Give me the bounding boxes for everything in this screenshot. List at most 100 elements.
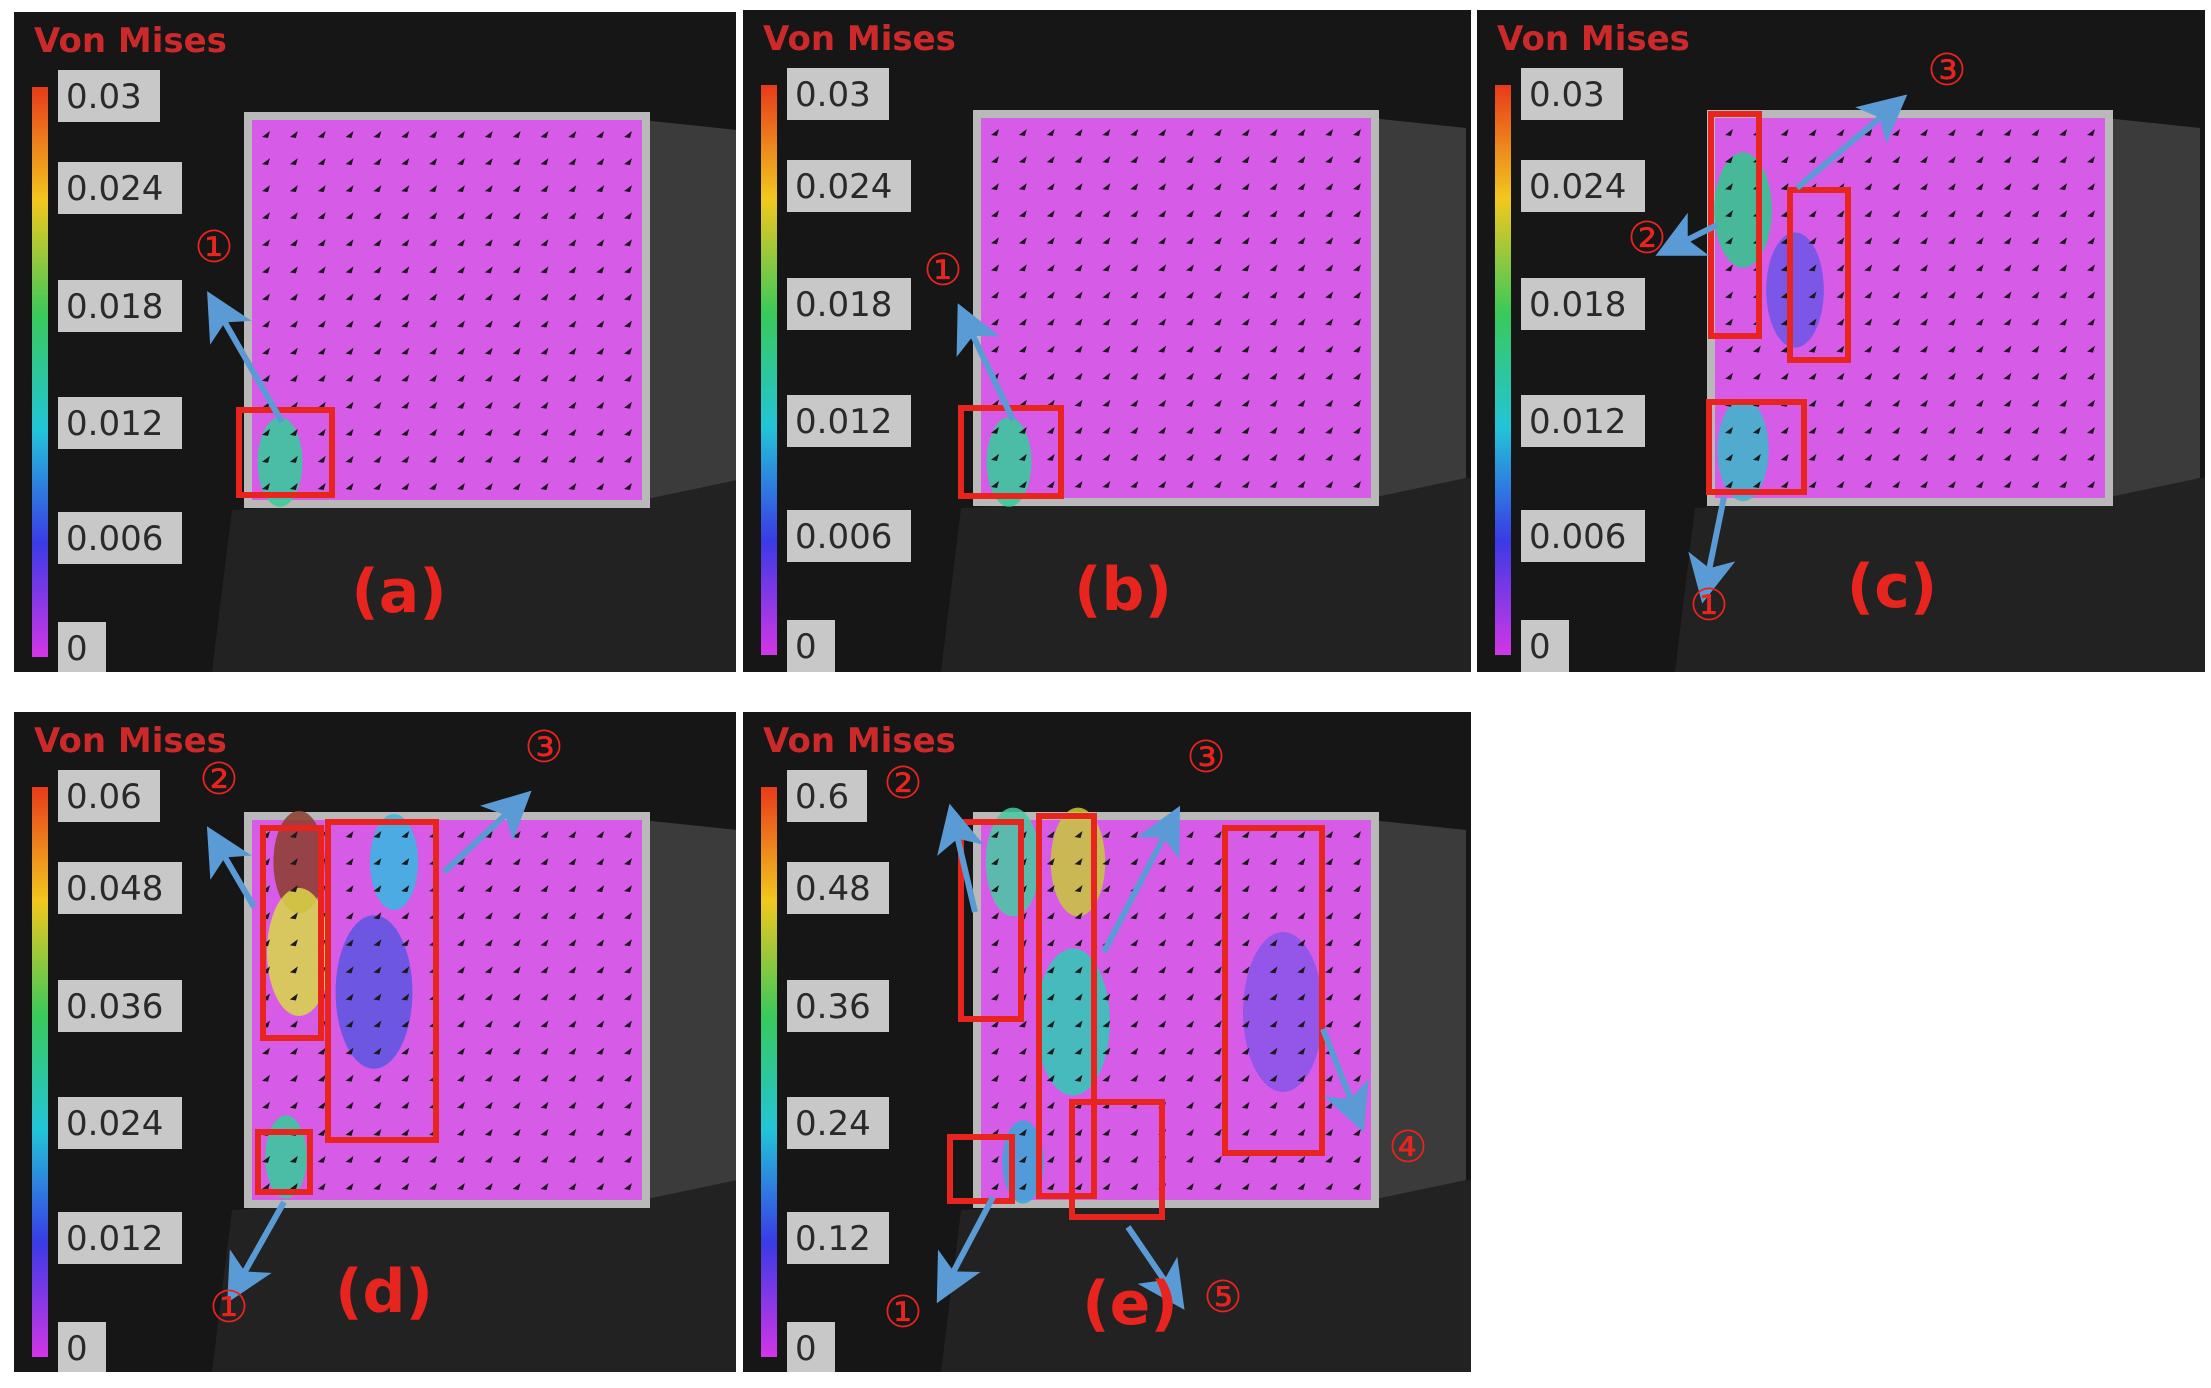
tracking-point [1325,1155,1334,1163]
colorbar-tick-box [58,980,182,1032]
tracking-point [1269,156,1278,164]
tracking-point [1046,264,1055,272]
tracking-point [1353,966,1361,974]
tracking-point [624,1155,632,1163]
tracking-point [289,266,298,274]
tracking-point [1158,372,1167,380]
tracking-point [401,885,410,893]
tracking-point [373,320,382,328]
tracking-point [1213,1074,1222,1082]
tracking-point [2059,399,2068,407]
tracking-point [484,455,493,463]
tracking-point [596,1128,605,1136]
tracking-point [1130,210,1139,218]
colorbar-tick-label: 0.012 [795,402,892,442]
tracking-point [1353,831,1361,838]
test-fixture [941,478,1471,672]
tracking-point [345,483,354,490]
tracking-point [596,858,605,866]
tracking-point [373,831,382,838]
tracking-point [1325,318,1334,326]
tracking-point [1046,831,1055,838]
tracking-point [1297,885,1306,893]
tracking-point [1297,183,1306,191]
tracking-point [456,401,465,409]
tracking-point [1780,426,1789,434]
tracking-point [1725,453,1733,461]
tracking-point [1046,966,1055,974]
tracking-point [456,212,465,220]
tracking-point [401,966,410,974]
tracking-point [401,1074,410,1082]
tracking-point [2059,183,2068,191]
tracking-point [317,320,326,328]
tracking-point [1947,183,1956,191]
tracking-point [1836,426,1845,434]
tracking-point [1975,372,1984,380]
tracking-point [262,483,270,490]
tracking-point [2031,399,2040,407]
tracking-point [1325,426,1334,434]
tracking-point [1046,210,1055,218]
tracking-point [568,455,577,463]
tracking-point [1046,1128,1055,1136]
tracking-point [1130,372,1139,380]
tracking-point [2031,237,2040,245]
tracking-point [1864,291,1873,299]
colorbar-tick-label: 0.018 [66,287,163,327]
panel-c: Von Mises 0.03 0.024 0.018 0.012 0.006 0 ① ② ③ (c) [1477,10,2205,672]
tracking-point [1864,481,1873,488]
tracking-point [1102,237,1111,245]
tracking-point [1241,1128,1250,1136]
colorbar-title: Von Mises [1497,19,1690,59]
tracking-point [1074,210,1083,218]
tracking-point [1269,939,1278,947]
tracking-point [289,1020,298,1028]
tracking-point [540,131,549,138]
tracking-point [568,885,577,893]
tracking-point [401,1101,410,1109]
tracking-point [456,1183,465,1190]
tracking-point [596,993,605,1001]
tracking-point [1018,1020,1027,1028]
tracking-point [540,966,549,974]
colorbar-tick-label: 0 [795,627,817,667]
panel-d: Von Mises 0.06 0.048 0.036 0.024 0.012 0 ① ② ③ (d) [14,712,736,1372]
region-marker-3: ③ [1186,732,1225,783]
tracking-point [401,831,410,838]
tracking-point [1864,426,1873,434]
tracking-point [345,831,354,838]
colorbar-tick-box [58,1097,182,1149]
colorbar [761,787,777,1357]
tracking-point [1975,481,1984,488]
tracking-point [1213,318,1222,326]
tracking-point [289,212,298,220]
tracking-point [1269,858,1278,866]
colorbar-tick-box [1521,160,1645,212]
region-marker-1: ① [923,245,962,296]
tracking-point [1046,291,1055,299]
tracking-point [1919,372,1928,380]
tracking-point [401,1020,410,1028]
tracking-point [1325,912,1334,920]
tracking-point [624,1020,632,1028]
tracking-point [624,1101,632,1109]
tracking-point [596,1101,605,1109]
callout-arrow-2 [1655,212,1719,256]
tracking-point [1074,453,1083,461]
tracking-point [401,320,410,328]
tracking-point [1297,858,1306,866]
tracking-point [1864,372,1873,380]
colorbar-title: Von Mises [34,721,227,761]
highlight-box-1 [260,825,324,1041]
tracking-point [624,158,632,166]
tracking-point [512,185,521,193]
tracking-point [373,239,382,247]
tracking-point [1074,966,1083,974]
colorbar-tick-label: 0.024 [66,169,163,209]
tracking-point [624,939,632,947]
tracking-point [2059,264,2068,272]
tracking-point-grid [1725,129,2095,488]
tracking-point [456,131,465,138]
